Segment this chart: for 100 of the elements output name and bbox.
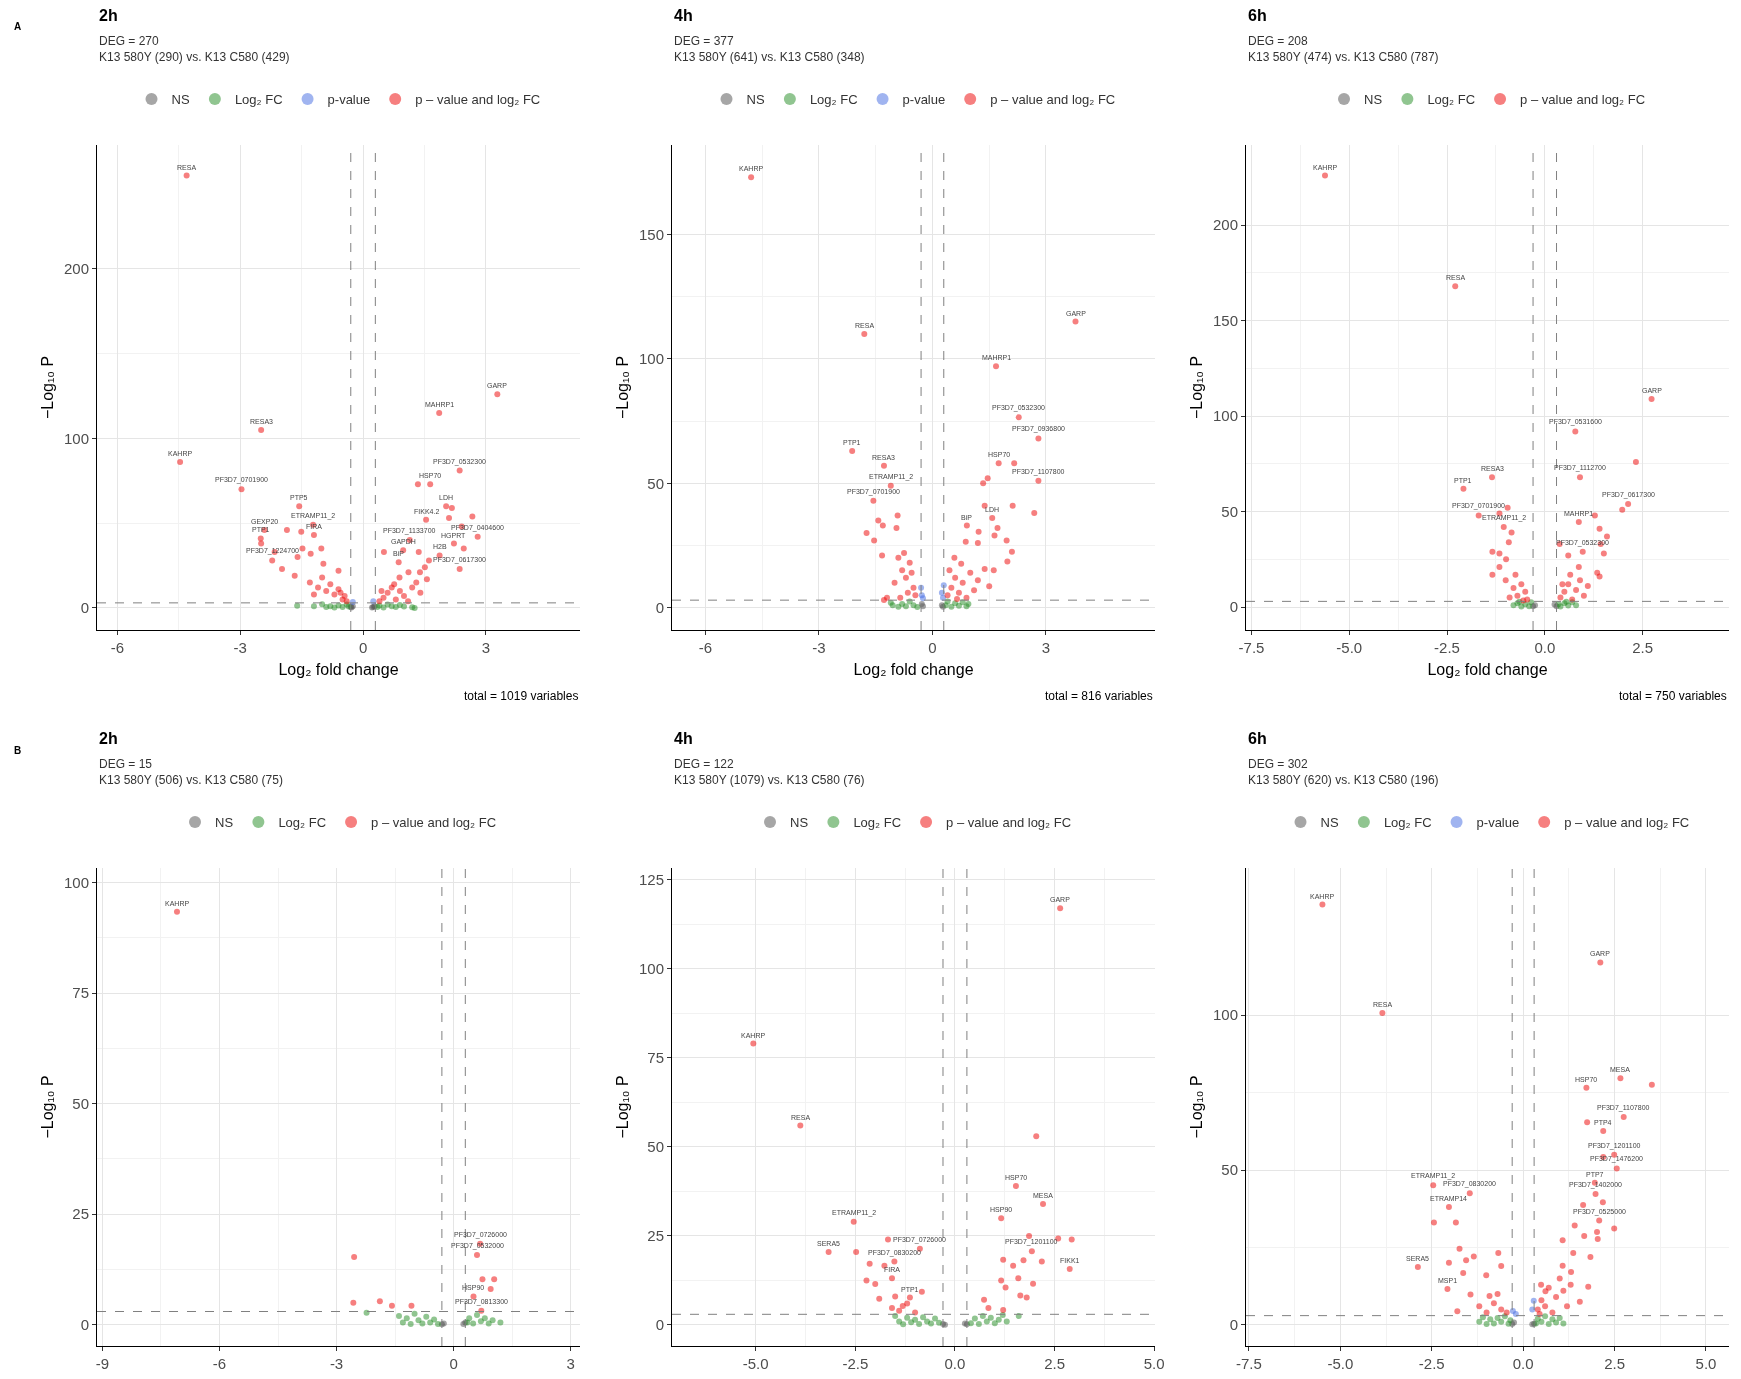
chart-title: 4h [674, 7, 693, 24]
point [1026, 1232, 1033, 1239]
point [1567, 571, 1574, 578]
x-tick-label: 3 [566, 1355, 575, 1372]
y-tick-label: 75 [72, 984, 89, 1002]
point [906, 1294, 913, 1301]
y-tick-label: 100 [63, 429, 89, 447]
y-tick-label: 0 [1229, 1316, 1238, 1334]
legend-label: Log₂ FC [809, 92, 858, 108]
point [991, 1320, 998, 1327]
point [948, 603, 955, 610]
point [1625, 500, 1632, 507]
x-tick-label: -9 [95, 1355, 110, 1372]
point [891, 1258, 898, 1265]
point [932, 1315, 939, 1322]
point [1030, 1280, 1037, 1287]
y-tick-label: 50 [1221, 502, 1238, 520]
point [928, 1320, 935, 1327]
point [1508, 529, 1515, 536]
legend-label: Log₂ FC [278, 815, 327, 831]
point [1512, 1311, 1519, 1318]
point [888, 1304, 895, 1311]
point [1580, 592, 1587, 599]
point [1322, 172, 1328, 179]
point [983, 1318, 990, 1325]
point [1068, 1236, 1075, 1243]
x-tick-label: -6 [212, 1355, 227, 1372]
point [1002, 1284, 1009, 1291]
y-tick-label: 150 [1212, 311, 1238, 329]
point [1596, 573, 1603, 580]
legend-label: p – value and log₂ FC [990, 92, 1116, 108]
point [1475, 512, 1482, 519]
y-axis-title: −Log₁₀ P [1187, 355, 1205, 420]
point [481, 1315, 488, 1322]
x-tick-label: -7.5 [1236, 1355, 1262, 1372]
point [866, 1260, 873, 1267]
point [1561, 588, 1568, 595]
y-axis-title: −Log₁₀ P [1187, 1075, 1205, 1139]
point [1490, 1320, 1497, 1327]
point [1542, 1313, 1549, 1320]
point [825, 1248, 832, 1255]
point [1487, 1316, 1494, 1323]
point [1576, 577, 1583, 584]
y-tick-label: 0 [655, 1316, 664, 1334]
x-tick-label: -3 [812, 639, 826, 656]
chart-subtitle: DEG = 208 K13 580Y (474) vs. K13 C580 (787) [1248, 34, 1439, 64]
point [1015, 1275, 1022, 1282]
point [850, 1218, 857, 1225]
point [415, 1317, 422, 1324]
point [902, 603, 909, 610]
point [1012, 1183, 1019, 1190]
point [899, 1303, 906, 1310]
y-tick-label: 100 [638, 960, 664, 978]
chart-subtitle: DEG = 377 K13 580Y (641) vs. K13 C580 (348) [674, 34, 865, 64]
legend-label: p – value and log₂ FC [371, 815, 497, 831]
point [1648, 395, 1655, 402]
point [350, 1299, 357, 1306]
point [1066, 1266, 1073, 1273]
point [419, 1320, 426, 1327]
point [1040, 1200, 1047, 1207]
y-tick-label: 100 [1212, 1006, 1238, 1024]
x-tick-label: -5.0 [742, 1355, 769, 1372]
y-tick-label: 0 [1229, 598, 1238, 616]
point [1496, 563, 1503, 570]
point [470, 1320, 477, 1327]
point [967, 1320, 974, 1327]
point [1545, 1321, 1552, 1328]
point [1573, 602, 1580, 609]
point [1576, 474, 1583, 481]
point [434, 1320, 441, 1327]
x-tick-label: 5.0 [1695, 1355, 1717, 1372]
point [1489, 474, 1495, 481]
chart-title: 6h [1248, 7, 1267, 24]
point [899, 600, 906, 607]
x-tick-label: 0 [358, 639, 368, 656]
point [975, 1320, 982, 1327]
point [750, 1040, 757, 1047]
point [912, 1316, 919, 1323]
x-tick-label: -3 [329, 1355, 344, 1372]
point [399, 1319, 406, 1326]
point [853, 1248, 860, 1255]
y-axis-title: −Log₁₀ P [38, 1075, 56, 1139]
point [1556, 1315, 1563, 1322]
point [797, 1122, 804, 1129]
x-tick-label: -2.5 [1418, 1355, 1445, 1372]
x-tick-label: 0 [449, 1355, 458, 1372]
y-tick-label: 25 [72, 1205, 89, 1223]
point [487, 1285, 494, 1292]
point [497, 1319, 504, 1326]
point [1460, 485, 1467, 492]
legend-label: p – value and log₂ FC [1564, 815, 1690, 831]
point [411, 1310, 418, 1317]
chart-title: 2h [99, 7, 118, 24]
point [1003, 1318, 1010, 1325]
legend-label: p – value and log₂ FC [946, 815, 1072, 831]
point [896, 1318, 903, 1325]
point [491, 1276, 498, 1283]
point [485, 1320, 492, 1327]
point [1498, 1318, 1505, 1325]
x-tick-label: -6 [110, 639, 125, 656]
